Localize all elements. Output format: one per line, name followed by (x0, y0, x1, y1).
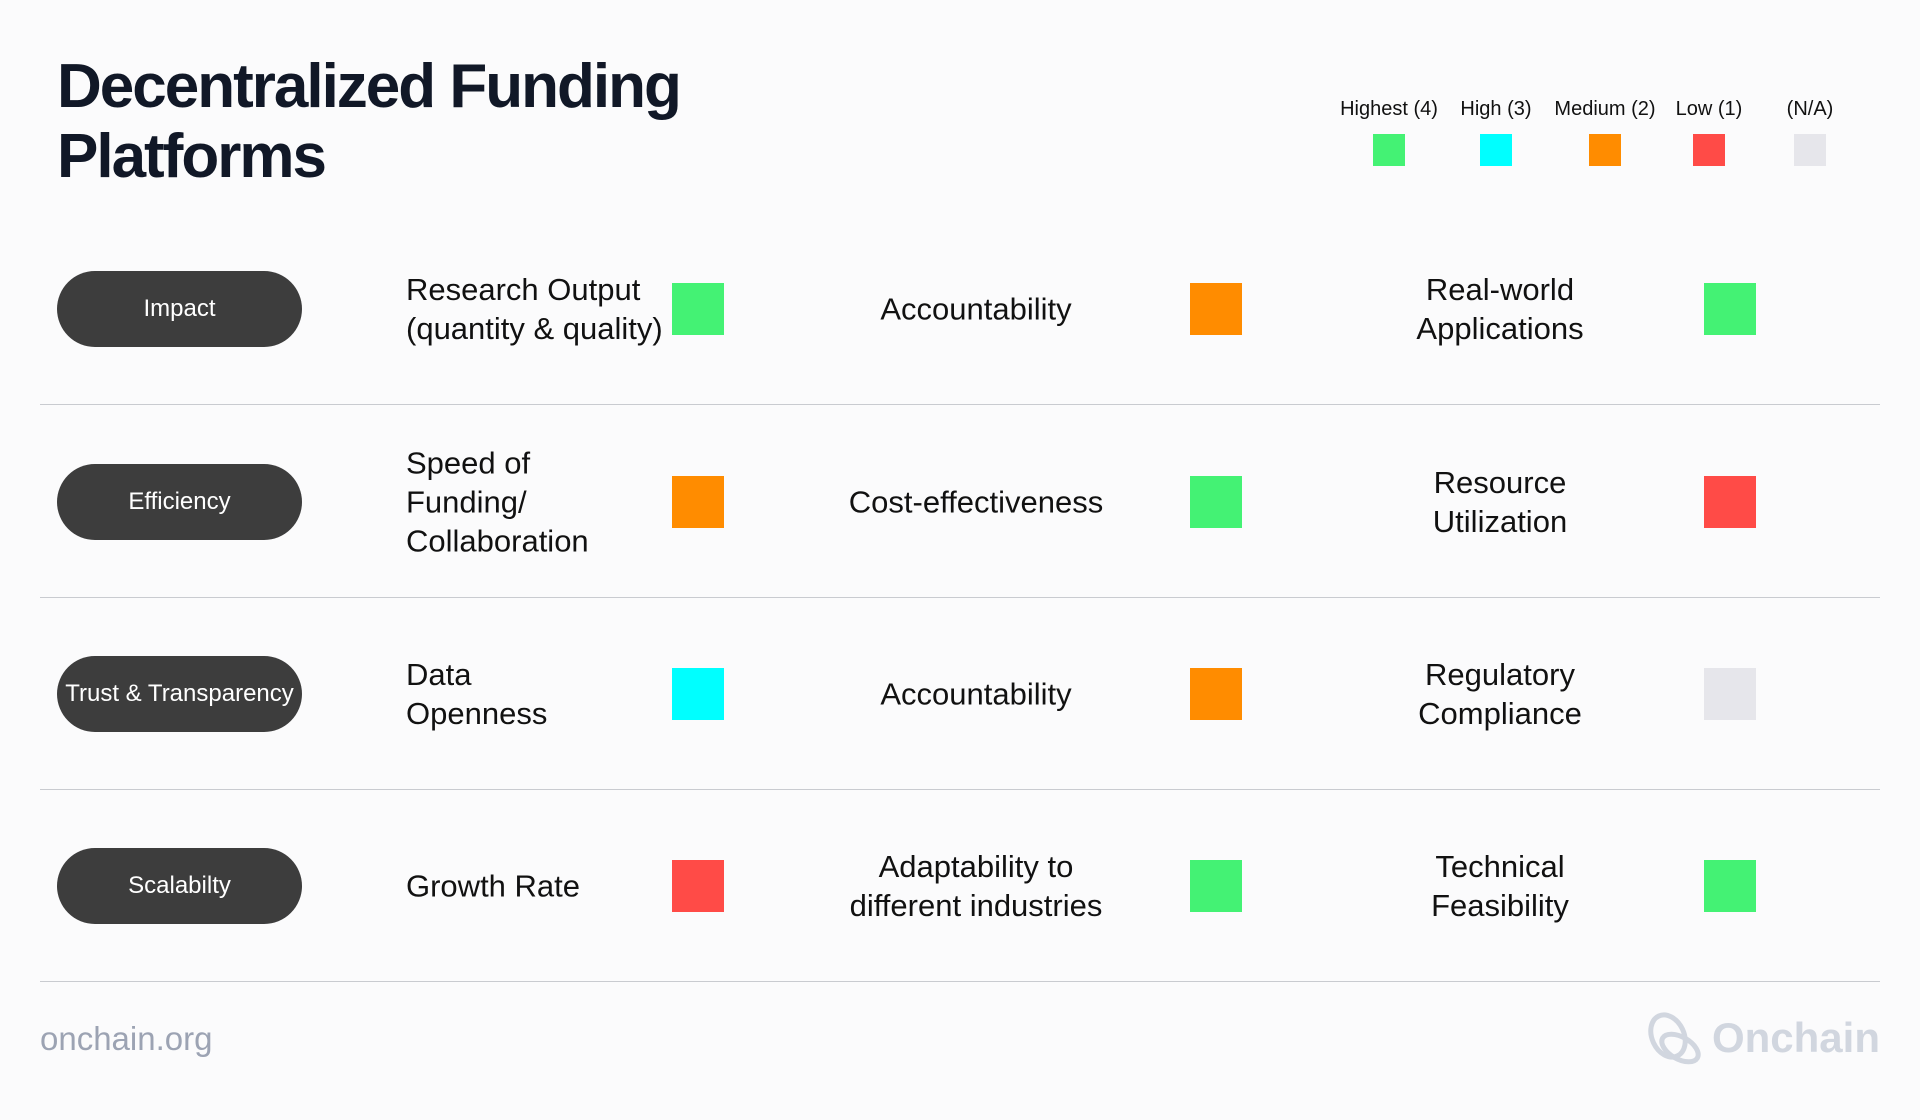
rating-swatch (672, 860, 724, 912)
legend-swatch (1794, 134, 1826, 166)
legend-item: Highest (4) (1324, 98, 1454, 171)
row-divider (40, 980, 1880, 982)
rating-swatch (1704, 283, 1756, 335)
legend-item: Medium (2) (1540, 98, 1670, 171)
footer-url[interactable]: onchain.org (40, 1020, 213, 1057)
rating-swatch (672, 668, 724, 720)
metric-label: Technical Feasibility (1431, 849, 1569, 923)
metric-label: Accountability (880, 291, 1072, 327)
metric-label: Resource Utilization (1432, 465, 1568, 539)
metric-label: Growth Rate (406, 868, 581, 904)
table-row: Trust & Transparency Data Openness Account… (40, 598, 1880, 790)
metric-label: Data Openness (406, 657, 548, 731)
row-divider (40, 403, 1880, 405)
category-pill: Trust & Transparency (57, 656, 302, 732)
legend-item: High (3) (1431, 98, 1561, 171)
metric-label: Adaptability to different industries (849, 849, 1103, 923)
metric-label: Cost-effectiveness (848, 484, 1104, 520)
legend-swatch (1693, 134, 1725, 166)
legend-item: (N/A) (1745, 98, 1875, 171)
rating-swatch (1190, 476, 1242, 528)
onchain-logo: Onchain (1644, 1010, 1880, 1066)
table-row: Scalabilty Growth Rate Adaptability to dif… (40, 790, 1880, 982)
legend-label: Highest (4) (1340, 98, 1438, 120)
legend-item: Low (1) (1644, 98, 1774, 171)
legend-label: Low (1) (1675, 98, 1743, 120)
legend-swatch (1480, 134, 1512, 166)
category-pill: Efficiency (57, 464, 302, 540)
legend-swatch (1589, 134, 1621, 166)
rating-swatch (672, 283, 724, 335)
metric-label: Research Output (quantity & quality) (406, 272, 663, 346)
legend-label: Medium (2) (1554, 98, 1656, 120)
metric-label: Regulatory Compliance (1418, 657, 1582, 731)
page-title: Decentralized Funding Platforms (57, 52, 682, 191)
rating-swatch (1704, 668, 1756, 720)
legend-label: High (3) (1460, 98, 1532, 120)
rating-swatch (1704, 476, 1756, 528)
rating-swatch (1190, 860, 1242, 912)
rating-swatch (672, 476, 724, 528)
metric-label: Speed of Funding/ Collaboration (406, 445, 589, 559)
logo-text: Onchain (1711, 1014, 1880, 1061)
category-pill: Impact (57, 271, 302, 347)
table-row: Impact Research Output (quantity & qualit… (40, 213, 1880, 405)
row-divider (40, 788, 1880, 790)
legend-swatch (1373, 134, 1405, 166)
rating-swatch (1190, 283, 1242, 335)
row-divider (40, 596, 1880, 598)
metric-label: Accountability (880, 676, 1072, 712)
table-row: Efficiency Speed of Funding/ Collaboratio… (40, 406, 1880, 598)
category-pill: Scalabilty (57, 848, 302, 924)
legend-label: (N/A) (1786, 98, 1834, 120)
onchain-knot-icon (1648, 1012, 1701, 1065)
metric-label: Real-world Applications (1416, 272, 1584, 346)
rating-swatch (1704, 860, 1756, 912)
rating-swatch (1190, 668, 1242, 720)
